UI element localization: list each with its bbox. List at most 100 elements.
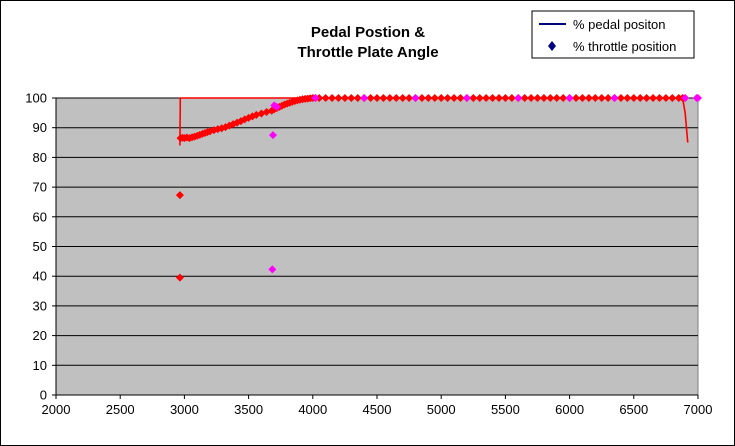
data-point (379, 94, 388, 102)
y-tick-label: 60 (33, 209, 47, 224)
data-point (405, 94, 414, 102)
data-point (668, 94, 677, 102)
data-point (430, 94, 439, 102)
data-point (482, 94, 491, 102)
data-point (475, 94, 484, 102)
data-point (443, 94, 452, 102)
x-tick-label: 5500 (491, 402, 520, 417)
legend-diamond-swatch (548, 41, 556, 51)
data-point (501, 94, 510, 102)
x-tick-label: 2000 (42, 402, 71, 417)
data-point (272, 102, 281, 111)
data-point (694, 94, 702, 102)
x-tick-label: 6000 (555, 402, 584, 417)
chart-title: Pedal Postion & Throttle Plate Angle (297, 24, 438, 61)
data-point (507, 94, 516, 102)
data-point (610, 94, 619, 102)
data-point (398, 94, 407, 102)
data-point (578, 94, 587, 102)
x-tick-label: 3500 (234, 402, 263, 417)
x-tick-label: 7000 (684, 402, 713, 417)
y-tick-label: 90 (33, 120, 47, 135)
data-point (681, 94, 690, 102)
data-point (623, 94, 632, 102)
data-point (546, 94, 555, 102)
legend: % pedal positon % throttle position (531, 10, 695, 59)
data-point (565, 94, 574, 102)
data-point (347, 94, 356, 102)
x-tick-label: 3000 (170, 402, 199, 417)
data-point (328, 94, 337, 102)
x-tick-label: 4000 (298, 402, 327, 417)
y-tick-label: 100 (25, 91, 47, 106)
data-point (175, 191, 184, 200)
data-point (629, 94, 638, 102)
data-point (175, 273, 184, 282)
legend-box (531, 10, 695, 59)
data-point (353, 94, 362, 102)
series-layer (175, 94, 702, 282)
data-point (539, 94, 548, 102)
data-point (411, 94, 420, 102)
data-point (533, 94, 542, 102)
data-point (340, 94, 349, 102)
data-point (494, 94, 503, 102)
data-point (572, 94, 581, 102)
data-point (527, 94, 536, 102)
series-0 (179, 97, 689, 146)
data-point (366, 94, 375, 102)
data-point (334, 94, 343, 102)
chart-title-line-2: Throttle Plate Angle (297, 44, 438, 61)
data-point (597, 94, 606, 102)
data-point (584, 94, 593, 102)
data-point (268, 265, 277, 274)
data-point (488, 94, 497, 102)
chart-title-line-1: Pedal Postion & (311, 24, 425, 41)
y-tick-label: 40 (33, 269, 47, 284)
data-point (217, 124, 226, 133)
data-point (462, 94, 471, 102)
data-point (514, 94, 523, 102)
data-point (437, 94, 446, 102)
data-point (311, 94, 320, 102)
y-tick-labels: 0 10 20 30 40 50 60 70 80 90 100 (25, 91, 56, 403)
y-tick-label: 20 (33, 328, 47, 343)
data-point (655, 94, 664, 102)
legend-label-throttle: % throttle position (573, 39, 676, 54)
x-tick-label: 6500 (619, 402, 648, 417)
data-point (636, 94, 645, 102)
data-point (360, 94, 369, 102)
data-point (559, 94, 568, 102)
data-point (450, 94, 459, 102)
data-point (392, 94, 401, 102)
y-tick-label: 30 (33, 298, 47, 313)
y-tick-label: 50 (33, 239, 47, 254)
x-tick-label: 5000 (427, 402, 456, 417)
data-point (591, 94, 600, 102)
data-point (604, 94, 613, 102)
gridlines (56, 97, 698, 396)
x-tick-label: 2500 (106, 402, 135, 417)
x-tick-labels: 2000 2500 3000 3500 4000 4500 5000 5500 6000 6500… (42, 395, 713, 417)
data-point (642, 94, 651, 102)
y-tick-label: 80 (33, 150, 47, 165)
series-2 (268, 94, 702, 274)
data-point (456, 94, 465, 102)
y-tick-label: 70 (33, 180, 47, 195)
data-point (520, 94, 529, 102)
series-line (179, 97, 689, 146)
data-point (321, 94, 330, 102)
data-point (424, 94, 433, 102)
data-point (552, 94, 561, 102)
data-point (649, 94, 658, 102)
data-point (385, 94, 394, 102)
data-point (417, 94, 426, 102)
data-point (616, 94, 625, 102)
y-tick-label: 0 (40, 388, 47, 403)
x-tick-label: 4500 (363, 402, 392, 417)
data-point (661, 94, 670, 102)
data-point (268, 131, 277, 140)
data-point (373, 94, 381, 102)
